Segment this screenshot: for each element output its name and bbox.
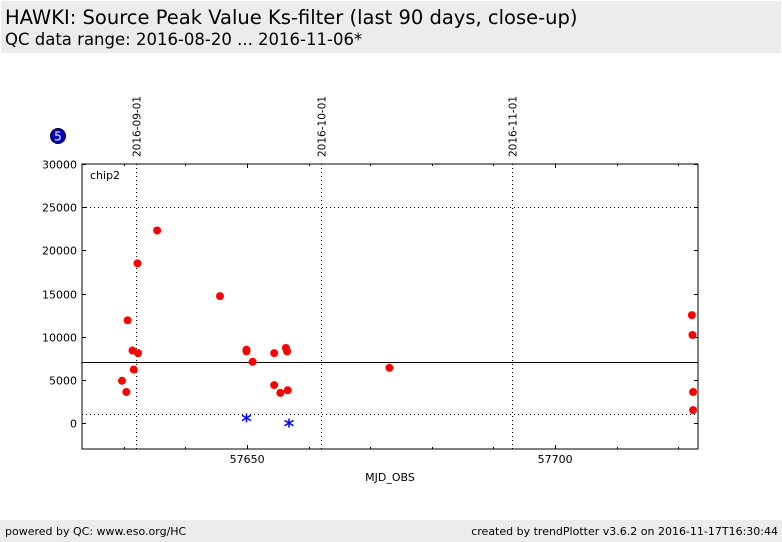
data-point xyxy=(248,357,257,366)
y-tick-label: 25000 xyxy=(42,202,77,215)
date-tick-label: 2016-10-01 xyxy=(317,96,329,157)
outlier-stroke xyxy=(241,414,252,422)
data-point xyxy=(283,347,292,356)
footer-bar: powered by QC: www.eso.org/HC created by… xyxy=(0,520,782,542)
data-point xyxy=(129,365,138,374)
page-title: HAWKI: Source Peak Value Ks-filter (last… xyxy=(5,6,578,29)
outlier-stroke xyxy=(284,419,294,427)
data-point xyxy=(123,316,132,325)
data-point xyxy=(688,331,697,339)
data-point xyxy=(134,349,143,358)
y-tick-label: 30000 xyxy=(42,159,77,172)
outlier-point xyxy=(241,413,252,423)
data-point xyxy=(283,386,292,395)
data-point xyxy=(270,349,279,358)
footer-credit: powered by QC: www.eso.org/HC xyxy=(5,525,187,538)
x-tick-label: 57700 xyxy=(538,453,573,466)
y-tick-label: 10000 xyxy=(42,332,77,345)
data-point xyxy=(385,363,394,372)
footer-timestamp: created by trendPlotter v3.6.2 on 2016-1… xyxy=(471,525,778,538)
data-point xyxy=(118,376,127,385)
date-tick-label: 2016-11-01 xyxy=(508,96,520,157)
badge-label: 5 xyxy=(54,130,62,144)
date-tick-label: 2016-09-01 xyxy=(132,96,144,157)
header-bar: HAWKI: Source Peak Value Ks-filter (last… xyxy=(0,0,782,54)
y-tick-label: 0 xyxy=(70,418,77,431)
data-point xyxy=(215,292,224,301)
x-tick-label: 57650 xyxy=(230,453,265,466)
data-point xyxy=(153,226,162,235)
y-tick-label: 15000 xyxy=(42,289,77,302)
outlier-point xyxy=(284,418,294,428)
x-axis-label: MJD_OBS xyxy=(365,471,415,484)
badge-icon: 5 xyxy=(50,128,66,144)
plot-frame xyxy=(81,163,699,450)
data-point xyxy=(122,388,131,396)
data-point xyxy=(689,388,698,396)
panel-label: chip2 xyxy=(90,169,120,182)
data-point xyxy=(270,381,279,390)
data-point xyxy=(276,388,285,397)
data-point xyxy=(689,406,698,415)
page-subtitle: QC data range: 2016-08-20 ... 2016-11-06… xyxy=(5,30,363,49)
y-tick-label: 5000 xyxy=(49,375,77,388)
data-point xyxy=(133,259,142,268)
data-point xyxy=(242,347,251,356)
y-tick-label: 20000 xyxy=(42,245,77,258)
data-point xyxy=(687,311,696,320)
